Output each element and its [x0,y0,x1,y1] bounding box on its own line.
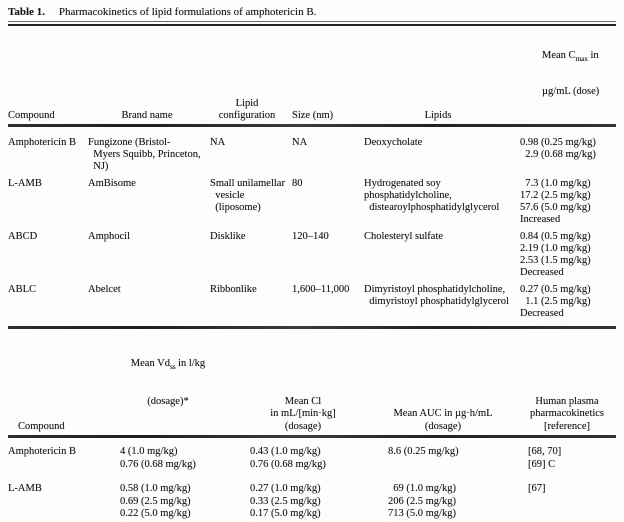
t2-compound: L-AMB [8,483,42,494]
t2-header-clearance: Mean Cl in mL/[min·kg] (dosage) [270,395,336,432]
t1-header-cmax-line2: µg/mL (dose) [542,86,600,97]
table-number-label: Table 1. [8,6,45,18]
t1-header-lipid-configuration: Lipid configuration [218,98,276,121]
t2-reference: [68, 70] [69] C [528,446,562,470]
t1-brand: Fungizone (Bristol- Myers Squibb, Prince… [88,137,201,172]
table1-row-amphotericin-b: Amphotericin B Fungizone (Bristol- Myers… [8,137,616,173]
t1-cmax: 0.27 (0.5 mg/kg) 1.1 (2.5 mg/kg) Decreas… [520,284,591,319]
t1-header-cmax-line1: Mean Cmax in [542,50,599,64]
table2-row-amphotericin-b: Amphotericin B 4 (1.0 mg/kg) 0.76 (0.68 … [8,446,616,471]
table1-body: Amphotericin B Fungizone (Bristol- Myers… [8,137,616,320]
table-separator-rule [8,326,616,329]
top-rule [8,21,616,26]
t1-cmax: 7.3 (1.0 mg/kg) 17.2 (2.5 mg/kg) 57.6 (5… [520,178,591,225]
t1-compound: ABCD [8,231,38,242]
t1-compound: L-AMB [8,178,42,189]
table1-row-l-amb: L-AMB AmBisome Small unilamellar vesicle… [8,178,616,226]
t2-auc: 8.6 (0.25 mg/kg) [388,446,459,457]
t1-header-cmax: Mean Cmax in µg/mL (dose) [518,26,616,122]
t2-auc: 69 (1.0 mg/kg) 206 (2.5 mg/kg) 713 (5.0 … [388,483,456,522]
t1-lipids: Hydrogenated soy phosphatidylcholine, di… [364,178,500,213]
table1-row-ablc: ABLC Abelcet Ribbonlike 1,600–11,000 Dim… [8,284,616,320]
table-title: Table 1. Pharmacokinetics of lipid formul… [8,6,616,19]
cmax-subscript: max [575,54,589,64]
t2-header-auc: Mean AUC in µg·h/mL (dosage) [393,408,493,432]
t1-config: NA [210,137,226,148]
t1-brand: AmBisome [88,178,136,189]
t2-header-compound: Compound [18,420,65,432]
t1-header-size: Size (nm) [292,110,334,121]
t2-compound: Amphotericin B [8,446,76,457]
t1-config: Ribbonlike [210,284,257,295]
t1-size: NA [292,137,308,148]
t2-header-vdss-line2: (dosage)* [147,395,189,407]
t2-reference: [67] [528,483,546,494]
t1-config: Small unilamellar vesicle (liposome) [210,178,285,213]
t2-header-vdss: Mean Vdss in l/kg (dosage)* [98,333,238,433]
table2-body: Amphotericin B 4 (1.0 mg/kg) 0.76 (0.68 … [8,446,616,522]
table1-header-rule [8,124,616,127]
t2-vdss: 4 (1.0 mg/kg) 0.76 (0.68 mg/kg) [120,446,196,470]
table1-row-abcd: ABCD Amphocil Disklike 120–140 Cholester… [8,231,616,279]
t1-header-brand: Brand name [121,110,173,121]
t2-clearance: 0.27 (1.0 mg/kg) 0.33 (2.5 mg/kg) 0.17 (… [250,483,321,522]
t1-lipids: Deoxycholate [364,137,423,148]
t2-header-reference: Human plasma pharmacokinetics [reference… [529,395,605,432]
t2-vdss: 0.58 (1.0 mg/kg) 0.69 (2.5 mg/kg) 0.22 (… [120,483,191,522]
t1-compound: ABLC [8,284,37,295]
vdss-subscript: ss [169,362,176,372]
t1-config: Disklike [210,231,246,242]
table1-header-row: Compound Brand name Lipid configuration … [8,26,616,122]
t1-header-lipids: Lipids [424,110,452,121]
t1-brand: Abelcet [88,284,121,295]
t1-cmax: 0.84 (0.5 mg/kg) 2.19 (1.0 mg/kg) 2.53 (… [520,231,591,278]
t1-size: 1,600–11,000 [292,284,350,295]
t1-size: 80 [292,178,303,189]
table2-row-l-amb: L-AMB 0.58 (1.0 mg/kg) 0.69 (2.5 mg/kg) … [8,483,616,522]
t2-clearance: 0.43 (1.0 mg/kg) 0.76 (0.68 mg/kg) [250,446,326,470]
t1-brand: Amphocil [88,231,130,242]
table-title-text: Pharmacokinetics of lipid formulations o… [58,6,317,18]
t1-compound: Amphotericin B [8,137,76,148]
table2-header-rule [8,435,616,438]
t1-header-compound: Compound [8,110,55,121]
t1-lipids: Cholesteryl sulfate [364,231,444,242]
t1-lipids: Dimyristoyl phosphatidylcholine, dimyris… [364,284,509,307]
t1-size: 120–140 [292,231,329,242]
table2-header-row: Compound Mean Vdss in l/kg (dosage)* Mea… [8,333,616,433]
t1-cmax: 0.98 (0.25 mg/kg) 2.9 (0.68 mg/kg) [520,137,596,160]
t2-header-vdss-line1: Mean Vdss in l/kg [130,358,206,372]
